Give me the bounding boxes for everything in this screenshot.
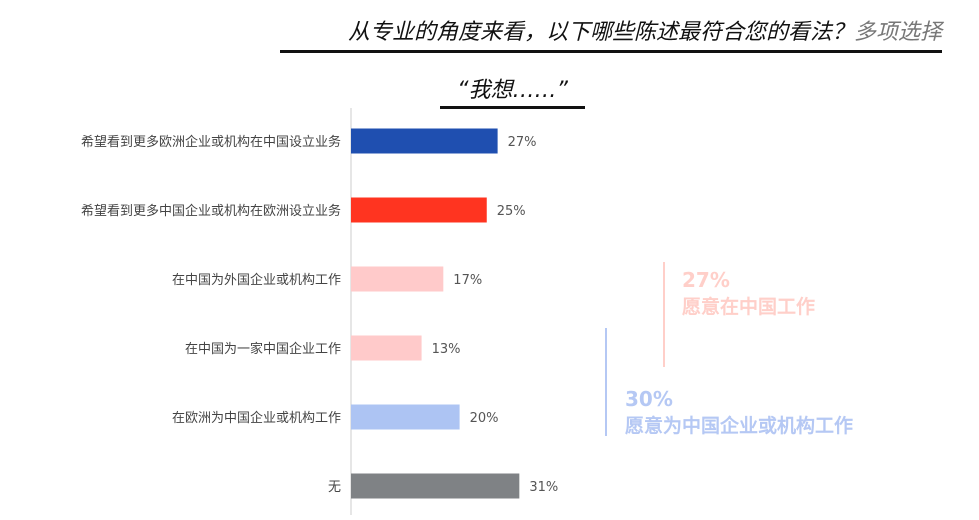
annotation-label: 愿意为中国企业或机构工作 (625, 415, 854, 437)
category-label: 在中国为外国企业或机构工作 (172, 272, 341, 288)
category-label: 在中国为一家中国企业工作 (185, 341, 341, 357)
bar (351, 197, 487, 223)
annotation-value: 30% (625, 387, 673, 411)
title-note: 多项选择 (853, 20, 942, 45)
value-label: 31% (529, 480, 558, 495)
annotation-work-in-china: 27% 愿意在中国工作 (682, 268, 815, 319)
category-label: 无 (328, 480, 341, 495)
bar (351, 128, 498, 154)
annotation-label: 愿意在中国工作 (682, 296, 816, 318)
title-text: 从专业的角度来看，以下哪些陈述最符合您的看法？ (347, 20, 854, 45)
chart-title: 从专业的角度来看，以下哪些陈述最符合您的看法？多项选择 (280, 14, 942, 53)
bar (351, 266, 444, 292)
annotation-value: 27% (682, 268, 730, 292)
value-label: 20% (470, 411, 499, 426)
chart-subtitle: “我想……” (440, 72, 585, 109)
value-label: 25% (497, 204, 526, 219)
category-label: 在欧洲为中国企业或机构工作 (172, 410, 341, 426)
category-label: 希望看到更多欧洲企业或机构在中国设立业务 (81, 134, 341, 150)
value-label: 17% (453, 273, 482, 288)
bar (351, 473, 520, 499)
bar (351, 335, 422, 361)
annotation-work-for-chinese: 30% 愿意为中国企业或机构工作 (625, 387, 853, 438)
category-label: 希望看到更多中国企业或机构在欧洲设立业务 (81, 203, 341, 219)
value-label: 27% (508, 135, 537, 150)
bar (351, 404, 460, 430)
value-label: 13% (432, 342, 461, 357)
